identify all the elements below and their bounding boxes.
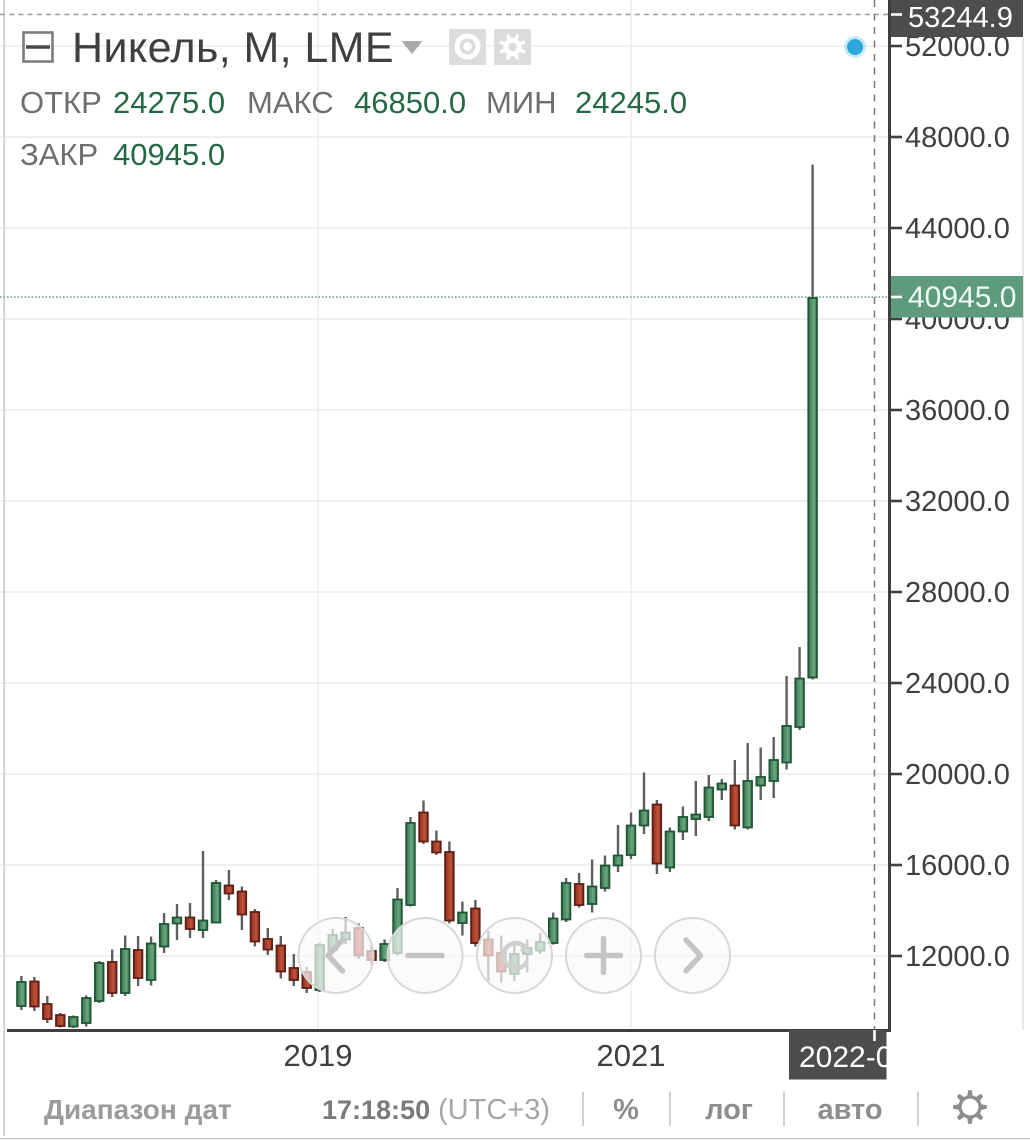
svg-text:ОТКР: ОТКР bbox=[20, 85, 102, 120]
svg-text:28000.0: 28000.0 bbox=[905, 577, 1010, 609]
svg-text:2019: 2019 bbox=[284, 1038, 353, 1073]
svg-text:40945.0: 40945.0 bbox=[113, 137, 225, 172]
svg-text:ЗАКР: ЗАКР bbox=[20, 137, 98, 172]
svg-text:Диапазон дат: Диапазон дат bbox=[44, 1094, 232, 1125]
svg-text:24275.0: 24275.0 bbox=[113, 85, 225, 120]
svg-text:12000.0: 12000.0 bbox=[905, 941, 1010, 973]
svg-text:36000.0: 36000.0 bbox=[905, 395, 1010, 427]
svg-text:%: % bbox=[613, 1094, 639, 1126]
svg-text:44000.0: 44000.0 bbox=[905, 213, 1010, 245]
svg-text:17:18:50: 17:18:50 bbox=[322, 1095, 430, 1125]
svg-text:авто: авто bbox=[817, 1094, 882, 1126]
svg-text:46850.0: 46850.0 bbox=[354, 85, 466, 120]
svg-text:24000.0: 24000.0 bbox=[905, 668, 1010, 700]
svg-text:МИН: МИН bbox=[486, 85, 557, 120]
svg-text:16000.0: 16000.0 bbox=[905, 850, 1010, 882]
svg-text:МАКС: МАКС bbox=[247, 85, 334, 120]
svg-text:20000.0: 20000.0 bbox=[905, 759, 1010, 791]
svg-text:(UTC+3): (UTC+3) bbox=[438, 1094, 550, 1126]
svg-text:48000.0: 48000.0 bbox=[905, 122, 1010, 154]
svg-text:лог: лог bbox=[705, 1094, 753, 1126]
svg-text:32000.0: 32000.0 bbox=[905, 486, 1010, 518]
svg-text:2021: 2021 bbox=[597, 1038, 666, 1073]
svg-text:53244.9: 53244.9 bbox=[908, 2, 1013, 34]
svg-text:Никель, M, LME: Никель, M, LME bbox=[72, 24, 394, 72]
svg-text:2022-03: 2022-03 bbox=[799, 1041, 909, 1074]
svg-text:24245.0: 24245.0 bbox=[575, 85, 687, 120]
svg-text:40945.0: 40945.0 bbox=[908, 281, 1016, 314]
